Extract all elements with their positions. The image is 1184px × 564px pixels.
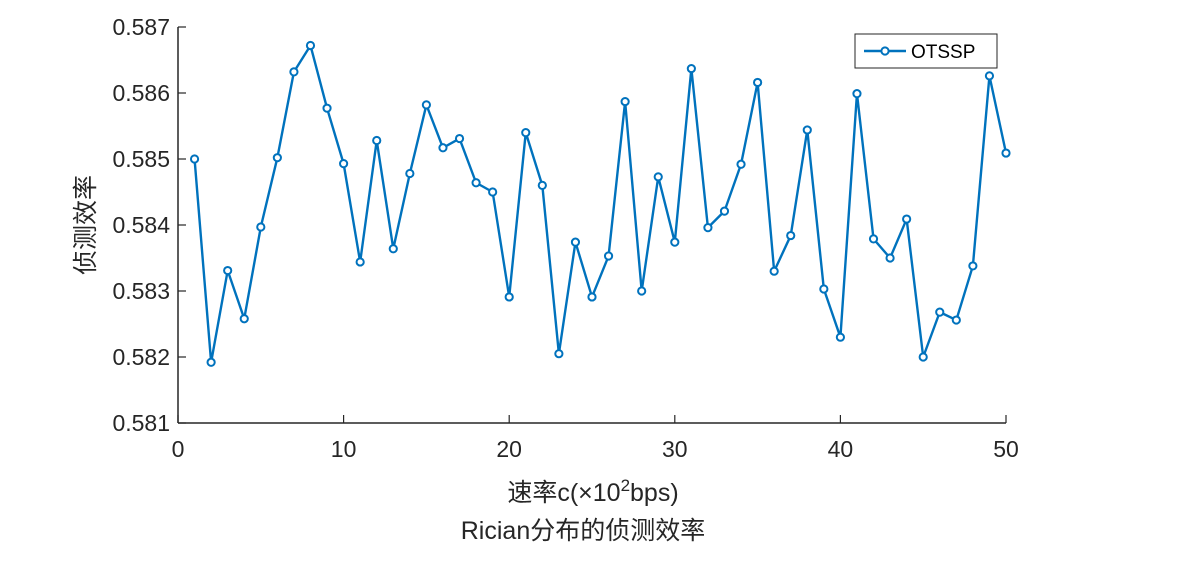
y-tick-label: 0.587 <box>112 14 170 40</box>
data-point <box>554 349 564 359</box>
data-point <box>786 230 796 241</box>
data-point <box>968 261 978 271</box>
data-point <box>852 89 862 99</box>
data-point <box>405 168 415 179</box>
x-tick-label: 10 <box>331 436 357 462</box>
legend-marker <box>880 46 890 56</box>
data-point <box>885 253 895 263</box>
data-point <box>454 133 465 144</box>
legend-label: OTSSP <box>911 42 975 63</box>
data-point <box>769 266 779 276</box>
y-tick-label: 0.586 <box>112 80 170 106</box>
series-layer <box>189 40 1011 367</box>
data-point <box>239 314 249 324</box>
data-point <box>603 251 614 261</box>
x-tick-label: 20 <box>496 436 522 462</box>
data-point <box>835 332 846 342</box>
data-point <box>587 292 597 302</box>
data-point <box>372 135 382 146</box>
data-point <box>819 284 829 294</box>
data-point <box>802 125 812 135</box>
y-tick-label: 0.584 <box>112 212 170 238</box>
data-point <box>736 159 746 169</box>
y-ticks: 0.581 0.582 0.583 0.584 0.585 0.586 0.587 <box>112 14 186 436</box>
data-point <box>471 178 481 188</box>
data-point <box>984 71 995 81</box>
x-tick-label: 50 <box>993 436 1019 462</box>
axes-box <box>177 27 1006 424</box>
data-point <box>289 67 299 77</box>
data-point <box>206 357 216 367</box>
x-tick-label: 0 <box>172 436 185 462</box>
data-point <box>868 234 879 244</box>
data-point <box>504 292 514 302</box>
y-tick-label: 0.583 <box>112 278 170 304</box>
x-tick-label: 30 <box>662 436 688 462</box>
x-axis-label-superscript: 2 <box>621 476 630 495</box>
data-point <box>902 214 912 224</box>
x-ticks: 0 10 20 30 40 50 <box>172 415 1019 462</box>
data-point <box>355 257 365 267</box>
data-point <box>388 244 398 254</box>
x-tick-label: 40 <box>828 436 854 462</box>
data-point <box>703 223 713 233</box>
data-point <box>951 315 961 325</box>
data-point <box>223 265 233 276</box>
y-tick-label: 0.581 <box>112 410 170 436</box>
data-point <box>918 352 928 362</box>
y-axis-label: 侦测效率 <box>72 175 100 275</box>
x-axis-label-prefix: 速率c(×10 <box>507 479 620 507</box>
data-point <box>537 180 547 190</box>
data-point <box>322 103 332 113</box>
chart-title: Rician分布的侦测效率 <box>461 517 705 545</box>
data-point <box>1001 148 1011 158</box>
data-point <box>637 286 647 296</box>
y-tick-label: 0.585 <box>112 146 170 172</box>
legend: OTSSP <box>854 33 998 69</box>
data-point <box>339 159 349 169</box>
data-point <box>686 63 696 74</box>
data-point <box>488 187 498 197</box>
data-point <box>421 100 431 110</box>
series-line <box>193 44 1008 364</box>
data-point <box>620 96 630 107</box>
data-point <box>570 237 581 247</box>
data-point <box>438 143 448 153</box>
data-point <box>189 154 200 164</box>
data-point <box>256 222 266 232</box>
data-point <box>670 237 680 247</box>
data-point <box>753 77 763 88</box>
data-point <box>719 206 730 216</box>
data-point <box>272 153 282 163</box>
x-axis-label: 速率c(×102bps) <box>507 476 678 507</box>
data-point <box>935 307 945 317</box>
data-point <box>305 40 316 51</box>
x-axis-label-suffix: bps) <box>630 479 679 507</box>
y-tick-label: 0.582 <box>112 344 170 370</box>
data-point <box>521 128 531 138</box>
data-point <box>653 172 663 182</box>
